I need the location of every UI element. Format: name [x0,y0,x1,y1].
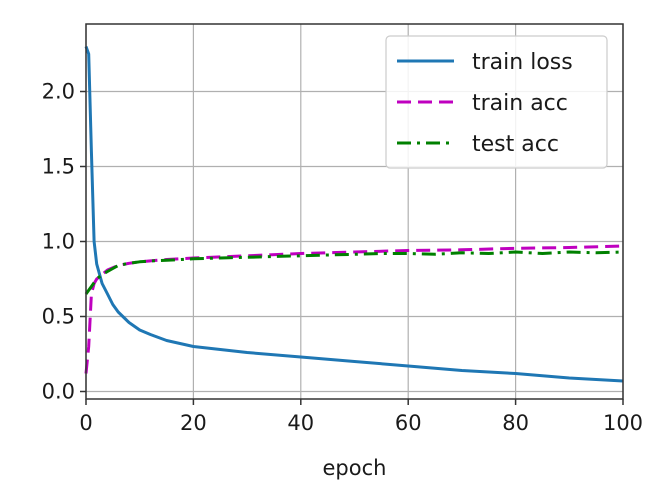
legend-label: test acc [472,132,559,157]
x-tick-label: 40 [287,411,314,435]
plot-frame [85,23,624,400]
series-line-train-acc [84,244,624,374]
series-lines [84,45,624,383]
x-tick-label: 100 [603,411,643,435]
legend: train loss train acc test acc [385,35,608,169]
x-tick-label: 0 [79,411,92,435]
x-axis-label: epoch [323,456,387,480]
legend-label: train loss [472,50,573,75]
y-tick-label: 0.0 [42,380,75,404]
x-tick-label: 60 [395,411,422,435]
y-tick-label: 1.0 [42,230,75,254]
legend-box [385,35,608,169]
y-tick-label: 2.0 [42,80,75,104]
y-tick-label: 1.5 [42,155,75,179]
legend-label: train acc [472,91,568,116]
y-tick-label: 0.5 [42,305,75,329]
series-line-test-acc [84,250,624,295]
axis-ticks: 0 20 40 60 80 100 0.0 0.5 1.0 1.5 2.0 [42,80,643,436]
plot-border [85,23,624,400]
x-tick-label: 20 [180,411,207,435]
series-line-train-loss [84,45,624,383]
x-tick-label: 80 [502,411,529,435]
